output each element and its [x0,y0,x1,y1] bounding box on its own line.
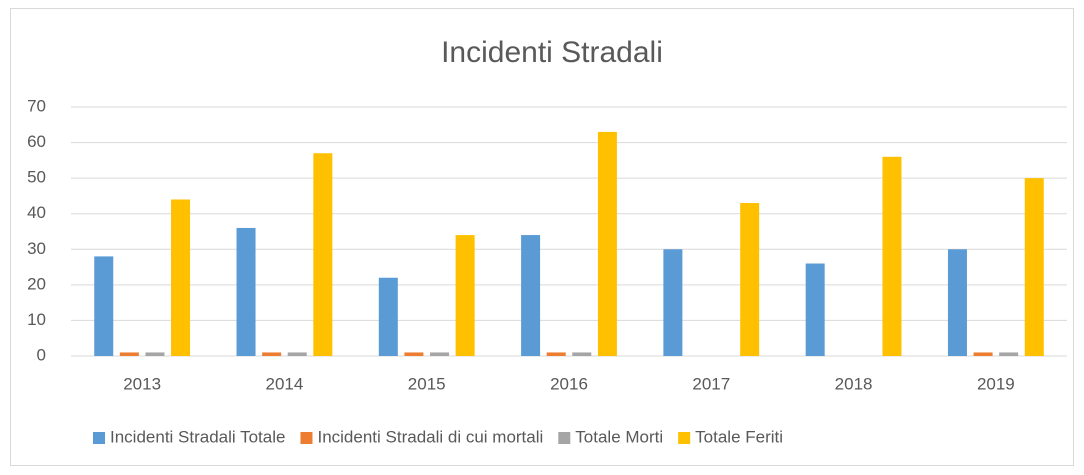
y-tick-label: 40 [27,203,46,222]
chart-border [10,8,1074,466]
y-tick-label: 10 [27,310,46,329]
legend-swatch [300,432,313,444]
y-tick-label: 30 [27,239,46,258]
legend-label: Totale Feriti [695,427,783,446]
legend-swatch [93,432,105,444]
bar [313,153,333,356]
bar [236,227,256,356]
bar [546,352,566,356]
legend-swatch [678,432,691,444]
bar [999,352,1019,356]
y-tick-label: 50 [27,168,46,187]
bar [145,352,165,356]
bar [94,256,114,356]
legend-label: Incidenti Stradali Totale [110,427,285,446]
bar [430,352,450,356]
bar [740,203,760,356]
bar [597,131,617,356]
x-tick-label: 2018 [835,374,873,393]
bar [119,352,139,356]
legend-label: Totale Morti [575,427,663,446]
x-tick-label: 2016 [550,374,588,393]
x-tick-label: 2015 [408,374,446,393]
bar [1024,178,1044,356]
bar [262,352,282,356]
bar [882,156,902,356]
y-tick-label: 20 [27,274,46,293]
bar [805,263,825,356]
x-tick-label: 2013 [123,374,161,393]
bar [663,249,683,356]
bar [973,352,993,356]
bar [455,235,475,356]
bar [287,352,307,356]
bar [404,352,424,356]
x-tick-label: 2019 [977,374,1015,393]
bar [947,249,967,356]
y-tick-label: 60 [27,132,46,151]
chart-title: Incidenti Stradali [441,36,663,69]
bar [521,235,541,356]
legend-swatch [558,432,571,444]
legend-label: Incidenti Stradali di cui mortali [317,427,543,446]
x-tick-label: 2017 [692,374,730,393]
y-tick-label: 70 [27,96,46,115]
bar [378,277,398,356]
y-tick-label: 0 [37,345,46,364]
bar [572,352,592,356]
x-tick-label: 2014 [266,374,304,393]
bar [171,199,191,356]
